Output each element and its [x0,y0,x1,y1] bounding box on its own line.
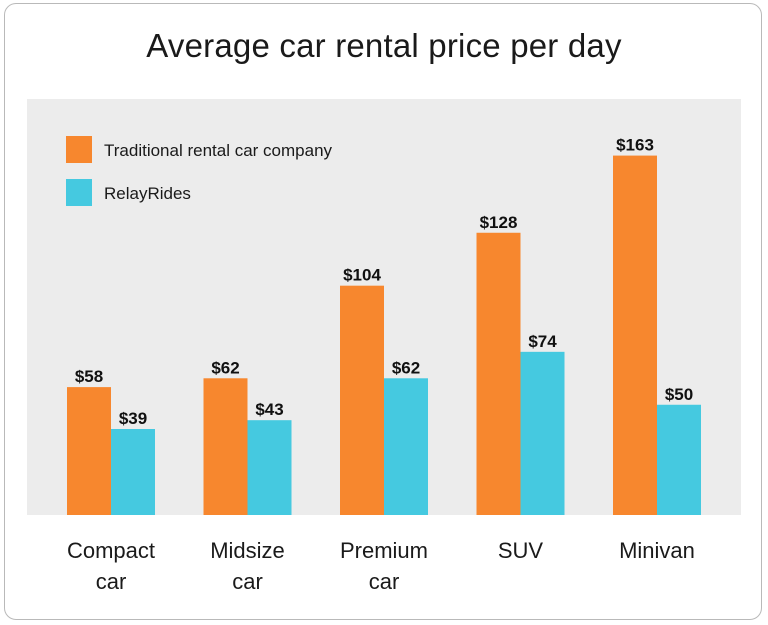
bar-traditional-1 [203,378,248,515]
value-label-relayrides-0: $39 [119,409,147,428]
value-labels: $58 $39 $62 $43 $104 $62 $128 $74 $163 $50 [75,136,693,428]
value-label-relayrides-3: $74 [528,332,557,351]
category-label-1-line-1: car [232,569,263,594]
bar-traditional-0 [67,387,111,515]
value-label-traditional-0: $58 [75,367,103,386]
bar-relayrides-0 [111,429,155,515]
value-label-traditional-1: $62 [211,358,239,377]
legend-swatch-relayrides [66,179,92,206]
value-label-traditional-2: $104 [343,266,381,285]
bar-relayrides-1 [247,420,292,515]
category-label-0-line-1: car [96,569,127,594]
value-label-traditional-3: $128 [480,213,518,232]
category-label-4-line-0: Minivan [619,538,695,563]
category-label-0-line-0: Compact [67,538,155,563]
value-label-relayrides-2: $62 [392,358,420,377]
legend-label-traditional: Traditional rental car company [104,141,333,160]
category-label-2-line-1: car [369,569,400,594]
value-label-relayrides-1: $43 [255,400,283,419]
value-label-relayrides-4: $50 [665,385,693,404]
bar-traditional-3 [476,232,521,515]
legend: Traditional rental car company RelayRides [66,136,333,206]
legend-swatch-traditional [66,136,92,163]
category-label-1-line-0: Midsize [210,538,285,563]
bars [67,155,701,515]
legend-label-relayrides: RelayRides [104,184,191,203]
category-labels: Compact car Midsize car Premium car SUV Minivan [67,538,695,594]
bar-relayrides-3 [520,351,565,515]
bar-traditional-4 [613,155,657,515]
bar-traditional-2 [340,285,384,515]
bar-relayrides-4 [657,404,701,515]
category-label-2-line-0: Premium [340,538,428,563]
category-label-3-line-0: SUV [498,538,544,563]
bar-relayrides-2 [384,378,428,515]
value-label-traditional-4: $163 [616,136,654,155]
chart-title: Average car rental price per day [146,27,622,64]
